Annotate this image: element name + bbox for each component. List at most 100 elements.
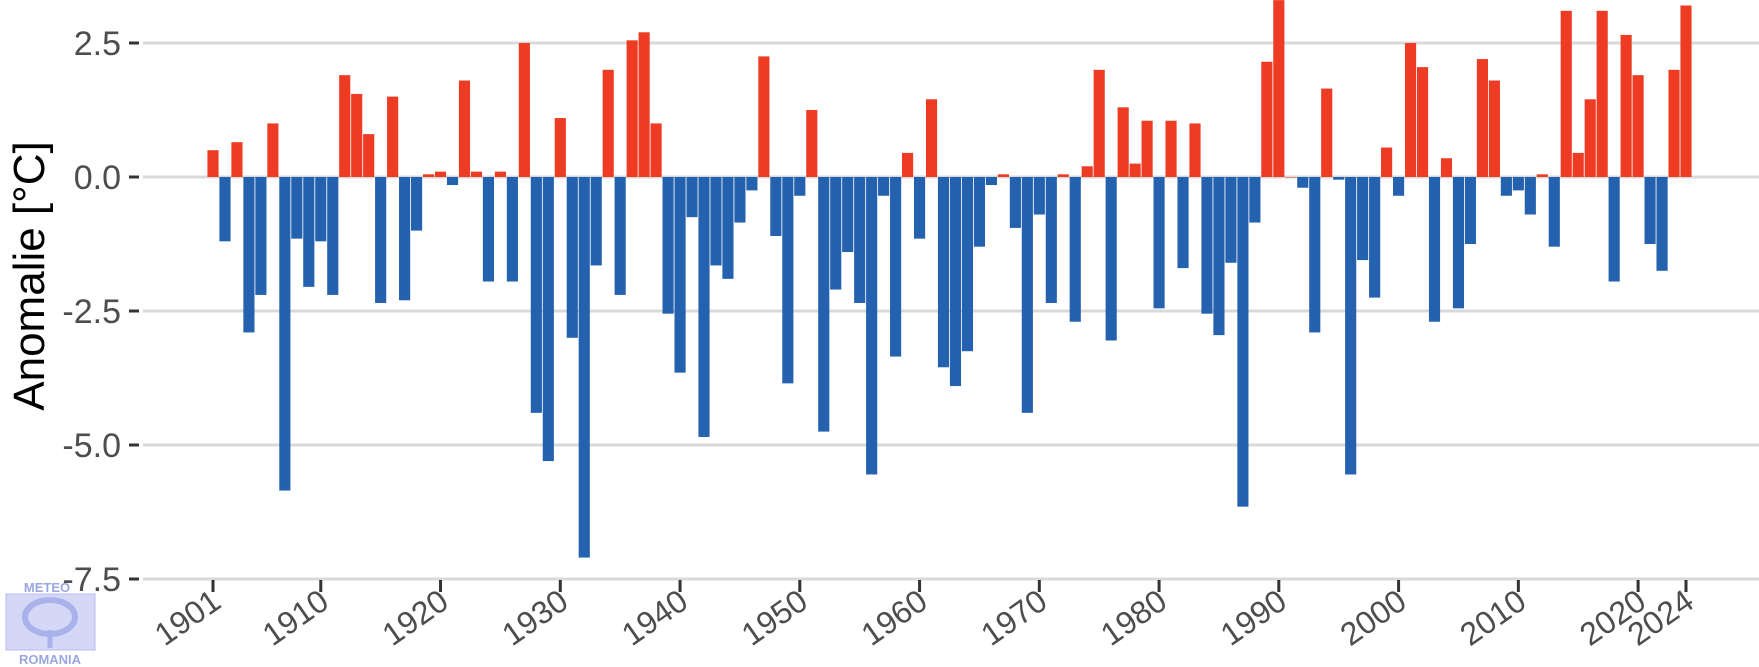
- bar-1995: [1333, 177, 1345, 180]
- bar-1971: [1045, 177, 1057, 303]
- bar-2008: [1488, 80, 1500, 177]
- x-tick-label: 1950: [735, 582, 814, 652]
- bar-1905: [255, 177, 267, 295]
- bar-1962: [937, 177, 950, 368]
- y-tick-label: 0.0: [74, 159, 121, 197]
- x-axis: 1901 1910 1920 1930 1940 1950 1960 1970 1980 1990…: [148, 580, 1700, 653]
- bar-1946: [746, 177, 758, 191]
- bar-1967: [997, 174, 1009, 177]
- bar-1952: [818, 177, 830, 432]
- bar-1914: [363, 134, 375, 177]
- bar-2003: [1428, 177, 1441, 322]
- x-tick-label: 1960: [855, 582, 934, 652]
- bar-1984: [1201, 177, 1213, 314]
- bar-1925: [494, 171, 506, 177]
- bar-2007: [1476, 59, 1488, 177]
- bar-1904: [243, 177, 255, 333]
- bar-1972: [1057, 174, 1069, 177]
- bar-1968: [1009, 177, 1021, 228]
- bar-1949: [782, 177, 794, 384]
- bar-2009: [1500, 177, 1512, 196]
- bar-1906: [267, 123, 279, 177]
- bar-1965: [973, 177, 986, 247]
- bar-1924: [482, 177, 495, 282]
- bar-1945: [734, 177, 746, 223]
- bar-1908: [291, 177, 303, 239]
- bar-2024: [1680, 5, 1692, 178]
- bar-1955: [854, 177, 866, 303]
- bar-1978: [1129, 163, 1141, 177]
- x-tick-label: 1901: [148, 582, 227, 652]
- bar-1970: [1033, 177, 1045, 215]
- bar-1901: [207, 150, 219, 177]
- bar-1927: [518, 43, 530, 177]
- bar-2016: [1584, 99, 1596, 177]
- bar-1943: [710, 177, 722, 266]
- bar-1953: [830, 177, 842, 290]
- bar-2000: [1393, 177, 1405, 196]
- bar-2022: [1656, 177, 1668, 271]
- bar-1957: [878, 177, 890, 196]
- bar-1994: [1321, 88, 1333, 177]
- bar-1997: [1357, 177, 1369, 261]
- bar-1903: [231, 142, 243, 177]
- bar-1902: [219, 177, 231, 242]
- bar-1960: [913, 177, 926, 239]
- bar-2013: [1548, 177, 1560, 247]
- bar-1930: [554, 118, 566, 177]
- bar-1913: [351, 93, 363, 177]
- bar-1938: [650, 123, 662, 177]
- x-tick-label: 2010: [1453, 582, 1532, 652]
- bar-2015: [1572, 152, 1584, 177]
- bar-1915: [375, 177, 387, 303]
- bar-1993: [1309, 177, 1321, 333]
- bar-1928: [530, 177, 542, 413]
- bar-1959: [902, 152, 914, 177]
- bar-2014: [1560, 10, 1572, 178]
- bar-2011: [1524, 177, 1536, 215]
- y-tick-label: -2.5: [62, 293, 121, 331]
- bar-1986: [1225, 177, 1237, 263]
- bar-1982: [1177, 177, 1189, 269]
- bar-1921: [446, 177, 459, 186]
- bar-1956: [866, 177, 878, 475]
- bar-1944: [722, 177, 734, 279]
- logo-top-text: METEO: [24, 580, 70, 595]
- bar-1916: [387, 96, 399, 177]
- bar-1961: [925, 99, 938, 177]
- bar-2010: [1512, 177, 1524, 191]
- bar-1948: [770, 177, 782, 236]
- x-tick-label: 1910: [256, 582, 335, 652]
- bar-1999: [1381, 147, 1393, 177]
- bar-1958: [890, 177, 902, 357]
- bar-1954: [842, 177, 854, 253]
- bar-1990: [1273, 0, 1285, 178]
- bar-1951: [806, 110, 818, 177]
- bar-2019: [1620, 34, 1632, 178]
- bar-1947: [758, 56, 770, 177]
- bar-1936: [626, 40, 638, 177]
- bar-1991: [1285, 177, 1297, 178]
- bar-1934: [602, 69, 614, 177]
- bar-1963: [949, 177, 962, 387]
- bar-1998: [1369, 177, 1381, 298]
- y-tick-label: -7.5: [62, 561, 121, 599]
- bar-1939: [662, 177, 674, 314]
- bar-1977: [1117, 107, 1129, 177]
- bar-1932: [578, 177, 590, 558]
- bar-2004: [1440, 158, 1453, 177]
- bar-2006: [1464, 177, 1477, 244]
- bar-2020: [1632, 75, 1644, 177]
- bar-2012: [1536, 174, 1548, 177]
- bar-1950: [794, 177, 806, 196]
- bar-1980: [1153, 177, 1165, 309]
- bar-2001: [1404, 43, 1417, 177]
- bar-1966: [985, 177, 997, 186]
- bar-1911: [327, 177, 339, 295]
- bar-1974: [1081, 166, 1093, 177]
- y-tick-label: -5.0: [62, 427, 121, 465]
- bar-1964: [961, 177, 974, 352]
- bar-1910: [315, 177, 327, 242]
- logo-bottom-text: ROMANIA: [19, 652, 82, 667]
